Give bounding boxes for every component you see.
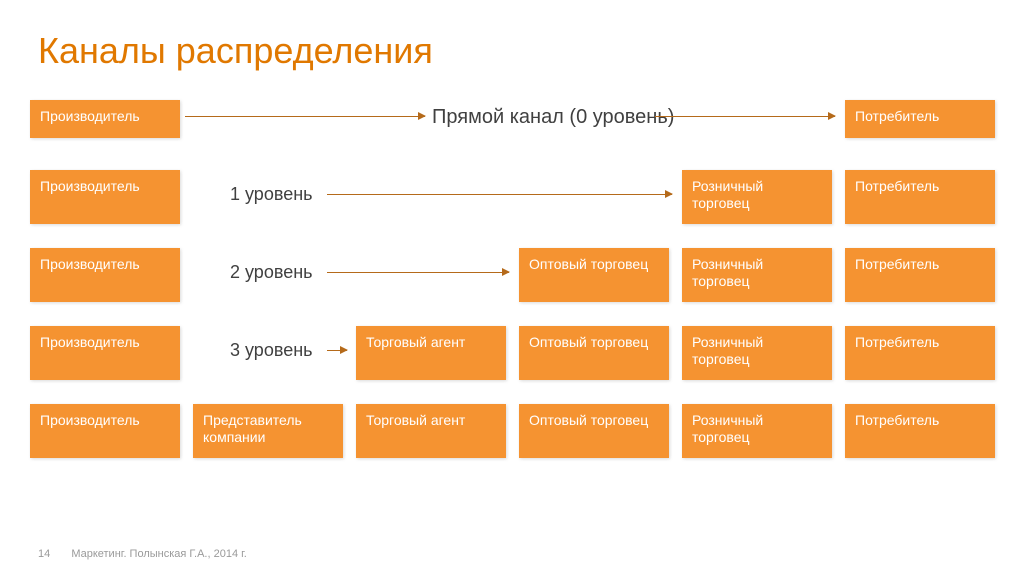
diagram-box: Представитель компании [193,404,343,458]
arrow [185,116,425,117]
diagram-box: Производитель [30,404,180,458]
diagram-box: Потребитель [845,248,995,302]
diagram-box: Розничный торговец [682,326,832,380]
diagram-box: Производитель [30,326,180,380]
arrow [327,194,672,195]
arrow [327,272,509,273]
diagram-box: Потребитель [845,404,995,458]
diagram-box: Производитель [30,170,180,224]
diagram-box: Розничный торговец [682,170,832,224]
footer-text: Маркетинг. Полынская Г.А., 2014 г. [71,548,247,560]
footer: 14 Маркетинг. Полынская Г.А., 2014 г. [38,548,247,560]
diagram-box: Оптовый торговец [519,248,669,302]
diagram-box: Оптовый торговец [519,404,669,458]
diagram-box: Производитель [30,248,180,302]
diagram-box: Потребитель [845,326,995,380]
diagram-grid: Производитель Потребитель Производитель Роз… [30,100,1010,520]
diagram-box: Розничный торговец [682,248,832,302]
level-label: 2 уровень [230,262,313,283]
level-label: 1 уровень [230,184,313,205]
diagram-box: Производитель [30,100,180,138]
diagram-box: Розничный торговец [682,404,832,458]
diagram-box: Потребитель [845,170,995,224]
level-label: Прямой канал (0 уровень) [432,106,674,129]
diagram-box: Оптовый торговец [519,326,669,380]
diagram-box: Торговый агент [356,404,506,458]
level-label: 3 уровень [230,340,313,361]
diagram-box: Торговый агент [356,326,506,380]
diagram-box: Потребитель [845,100,995,138]
page-number: 14 [38,548,50,560]
slide: Каналы распределения Производитель Потреб… [0,0,1024,574]
arrow [327,350,347,351]
slide-title: Каналы распределения [38,30,994,72]
arrow [655,116,835,117]
